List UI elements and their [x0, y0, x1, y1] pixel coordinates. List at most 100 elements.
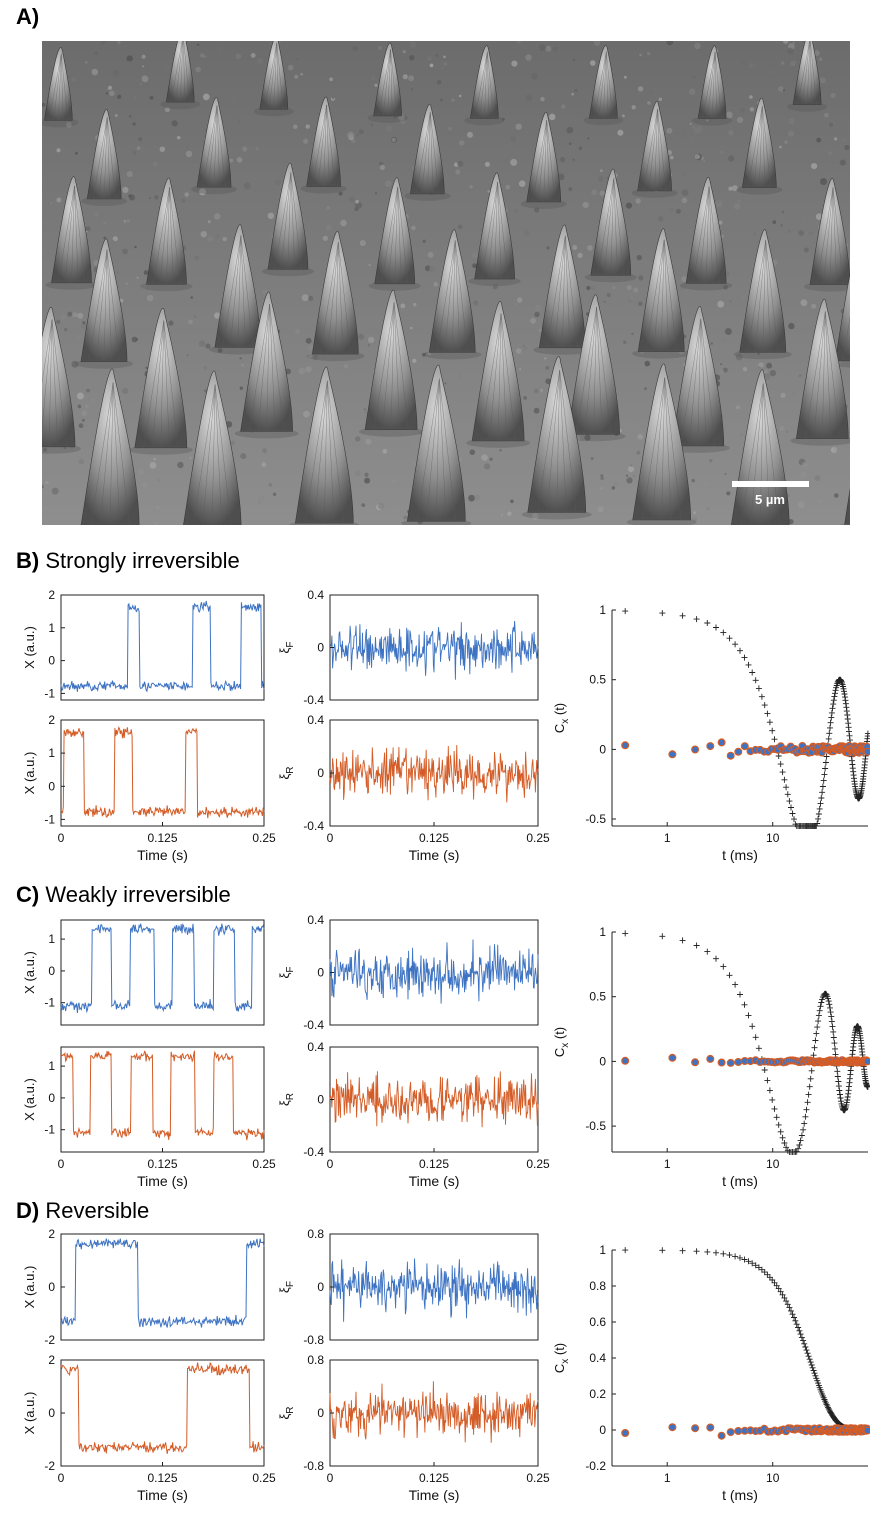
corr-model-point: [659, 933, 666, 940]
noise-y-label-forward: ξF: [277, 1281, 296, 1293]
trace-y-reverse-tick-label: 1: [48, 746, 55, 760]
corr-data-point: [706, 1054, 715, 1063]
corr-model-point: [831, 1040, 838, 1047]
corr-model-point: [704, 948, 711, 955]
panel-b: 210-1X (a.u.)210-1X (a.u.)0 0.125 0.25Time…: [22, 588, 870, 863]
corr-model-point: [775, 1121, 782, 1128]
noise-y-reverse-tick-label: -0.4: [303, 1145, 324, 1159]
corr-model-point: [622, 1247, 629, 1254]
corr-model-point: [704, 1248, 711, 1255]
noise-x-tick-label: 0.125: [419, 831, 449, 845]
corr-model-point: [783, 784, 790, 791]
noise-y-reverse-tick-label: -0.8: [303, 1459, 324, 1473]
corr-model-point: [838, 1098, 844, 1105]
spike: [75, 238, 133, 369]
corr-model-point: [798, 1132, 805, 1139]
corr-model-point: [831, 693, 838, 700]
corr-model-point: [827, 724, 833, 731]
spike: [401, 365, 472, 525]
trace-y-forward-tick-label: -1: [44, 686, 55, 700]
trace-axes-forward: [60, 594, 265, 701]
spike: [733, 229, 792, 360]
corr-data-point: [706, 742, 715, 751]
spike: [253, 41, 294, 117]
corr-x-tick-label: 10: [766, 831, 780, 845]
trace-y-forward-tick-label: 0: [48, 1280, 55, 1294]
corr-model-point: [795, 1145, 802, 1152]
trace-y-reverse-tick-label: 0: [48, 779, 55, 793]
corr-model-point: [769, 1096, 776, 1103]
corr-model-point: [819, 789, 826, 796]
trace-y-reverse-tick-label: 2: [48, 1353, 55, 1367]
corr-data-point: [717, 738, 726, 747]
corr-model-point: [764, 1077, 771, 1084]
corr-data-point: [668, 750, 677, 759]
corr-model-point: [752, 1034, 759, 1041]
corr-model-point: [843, 708, 850, 715]
noise-y-label-reverse: ξR: [277, 766, 296, 779]
corr-model-point: [841, 688, 847, 695]
corr-model-point: [830, 1034, 837, 1041]
noise-y-reverse-tick-label: 0.4: [307, 713, 324, 727]
corr-model-point: [832, 687, 839, 694]
trace-x-tick-label: 0.25: [252, 831, 276, 845]
corr-model-point: [741, 654, 748, 661]
corr-model-point: [817, 1003, 824, 1010]
noise-y-reverse-tick-label: 0: [317, 766, 324, 780]
spike: [404, 104, 451, 201]
spike: [289, 366, 360, 525]
sem-micrograph: 5 µm: [42, 41, 850, 525]
corr-model-point: [817, 800, 824, 807]
trace-x-tick-label: 0.25: [252, 1157, 276, 1171]
corr-model-point: [741, 1256, 748, 1263]
corr-model-point: [864, 735, 870, 742]
corr-model-point: [777, 761, 784, 768]
corr-model-point: [840, 685, 847, 692]
corr-model-point: [825, 1404, 831, 1411]
corr-data-point: [717, 1058, 726, 1067]
corr-model-point: [732, 1253, 739, 1260]
corr-model-point: [819, 783, 826, 790]
corr-model-point: [826, 730, 833, 737]
corr-model-point: [821, 771, 828, 778]
corr-model-point: [777, 1288, 784, 1295]
noise-x-tick-label: 0.25: [526, 831, 550, 845]
trace-x-tick-label: 0: [58, 1157, 65, 1171]
spike: [839, 488, 850, 525]
corr-model-point: [828, 709, 835, 716]
corr-y-tick-label: 0.5: [589, 990, 606, 1004]
noise-line-forward: [329, 939, 539, 1004]
corr-data-point: [668, 1053, 677, 1062]
corr-model-point: [745, 1012, 752, 1019]
corr-model-point: [745, 661, 752, 668]
corr-model-point: [828, 1018, 835, 1025]
noise-x-label: Time (s): [409, 847, 460, 863]
trace-y-forward-tick-label: 2: [48, 588, 55, 602]
trace-x-tick-label: 0: [58, 1471, 65, 1485]
corr-model-point: [802, 1113, 809, 1120]
noise-x-tick-label: 0: [327, 1471, 334, 1485]
corr-model-point: [798, 1334, 805, 1341]
corr-model-point: [823, 753, 830, 760]
corr-model-point: [835, 1078, 842, 1085]
corr-model-point: [771, 736, 778, 743]
corr-model-point: [622, 608, 629, 615]
noise-x-label: Time (s): [409, 1173, 460, 1189]
trace-y-forward-tick-label: 1: [48, 621, 55, 635]
corr-model-point: [837, 1095, 844, 1101]
corr-x-label: t (ms): [722, 1487, 758, 1503]
corr-data-point: [706, 1423, 715, 1432]
corr-model-point: [815, 815, 822, 822]
corr-model-point: [818, 795, 825, 801]
corr-model-point: [737, 1254, 743, 1261]
corr-model-point: [720, 629, 727, 636]
noise-y-reverse-tick-label: 0.8: [307, 1353, 324, 1367]
corr-model-point: [679, 937, 686, 944]
corr-model-point: [813, 1030, 820, 1037]
spike: [160, 41, 201, 110]
corr-model-point: [804, 1099, 811, 1106]
trace-line-reverse: [60, 1362, 265, 1454]
corr-model-point: [806, 1083, 813, 1090]
corr-model-point: [811, 1370, 818, 1377]
